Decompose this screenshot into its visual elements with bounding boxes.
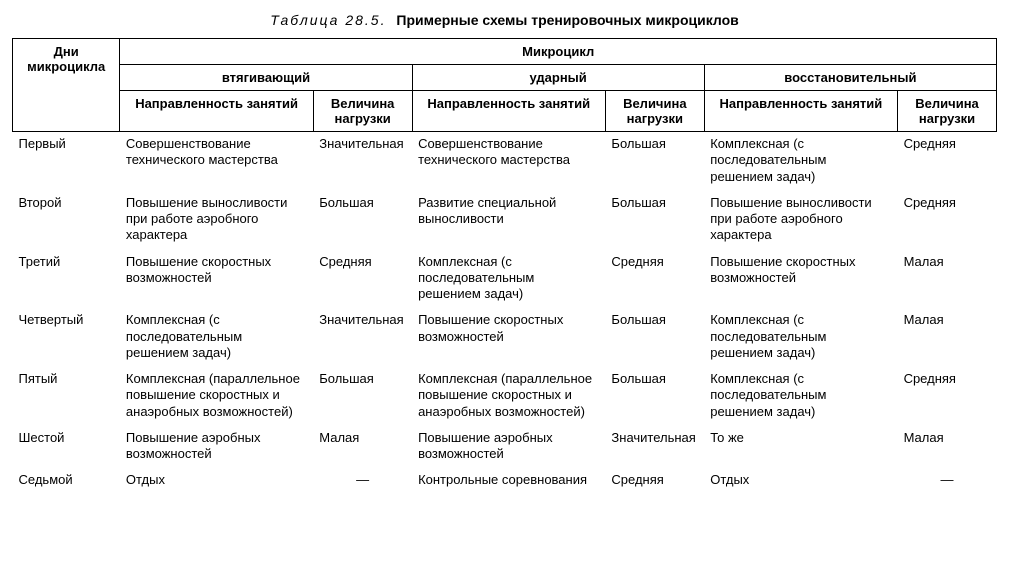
cell-c-load: Средняя — [898, 132, 997, 191]
cell-c-load: Малая — [898, 250, 997, 309]
microcycle-table: Дни микроцикла Микроцикл втягивающий уда… — [12, 38, 997, 495]
cell-a-focus: Повышение аэробных возможностей — [120, 426, 313, 469]
cell-a-focus: Совершенствование технического мастерств… — [120, 132, 313, 191]
cell-b-load: Средняя — [605, 250, 704, 309]
cell-b-load: Средняя — [605, 468, 704, 494]
cell-c-focus: То же — [704, 426, 897, 469]
cell-a-load: Большая — [313, 367, 412, 426]
cell-a-load: — — [313, 468, 412, 494]
cell-a-load: Значительная — [313, 308, 412, 367]
cell-c-load: Средняя — [898, 367, 997, 426]
col-c-focus: Направленность занятий — [704, 91, 897, 132]
table-body: Первый Совершенствование технического ма… — [13, 132, 997, 495]
cell-a-load: Значительная — [313, 132, 412, 191]
cell-b-focus: Повышение скоростных возможностей — [412, 308, 605, 367]
cell-b-load: Большая — [605, 191, 704, 250]
table-header: Дни микроцикла Микроцикл втягивающий уда… — [13, 39, 997, 132]
cell-b-focus: Комплексная (параллельное повышение скор… — [412, 367, 605, 426]
cell-c-focus: Комплексная (с последовательным решением… — [704, 132, 897, 191]
cell-b-focus: Контрольные соревнования — [412, 468, 605, 494]
cell-b-load: Значительная — [605, 426, 704, 469]
table-row: Седьмой Отдых — Контрольные соревнования… — [13, 468, 997, 494]
cell-day: Пятый — [13, 367, 120, 426]
cell-day: Третий — [13, 250, 120, 309]
col-days: Дни микроцикла — [13, 39, 120, 132]
cell-b-load: Большая — [605, 308, 704, 367]
col-a-load: Величина нагрузки — [313, 91, 412, 132]
col-microcycle: Микроцикл — [120, 39, 997, 65]
cell-c-focus: Комплексная (с последовательным решением… — [704, 308, 897, 367]
cell-c-focus: Комплексная (с последовательным решением… — [704, 367, 897, 426]
table-row: Пятый Комплексная (параллельное повышени… — [13, 367, 997, 426]
table-row: Шестой Повышение аэробных возможностей М… — [13, 426, 997, 469]
cell-c-load: Средняя — [898, 191, 997, 250]
cell-b-focus: Комплексная (с последовательным решением… — [412, 250, 605, 309]
col-type-b: ударный — [412, 65, 704, 91]
cell-c-load: — — [898, 468, 997, 494]
cell-a-load: Большая — [313, 191, 412, 250]
col-b-load: Величина нагрузки — [605, 91, 704, 132]
cell-b-load: Большая — [605, 367, 704, 426]
cell-day: Первый — [13, 132, 120, 191]
cell-b-load: Большая — [605, 132, 704, 191]
cell-c-focus: Повышение скоростных возможностей — [704, 250, 897, 309]
col-a-focus: Направленность занятий — [120, 91, 313, 132]
cell-c-focus: Повышение выносливости при работе аэробн… — [704, 191, 897, 250]
cell-day: Четвертый — [13, 308, 120, 367]
table-caption: Таблица 28.5. Примерные схемы тренировоч… — [12, 12, 997, 28]
col-type-a: втягивающий — [120, 65, 412, 91]
col-b-focus: Направленность занятий — [412, 91, 605, 132]
caption-label: Таблица 28.5. — [270, 12, 386, 28]
table-row: Первый Совершенствование технического ма… — [13, 132, 997, 191]
cell-day: Второй — [13, 191, 120, 250]
cell-c-load: Малая — [898, 308, 997, 367]
table-row: Четвертый Комплексная (с последовательны… — [13, 308, 997, 367]
cell-a-load: Средняя — [313, 250, 412, 309]
cell-a-focus: Повышение скоростных возможностей — [120, 250, 313, 309]
cell-a-focus: Комплексная (параллельное повышение скор… — [120, 367, 313, 426]
cell-c-focus: Отдых — [704, 468, 897, 494]
col-type-c: восстановительный — [704, 65, 996, 91]
cell-b-focus: Развитие специальной выносливости — [412, 191, 605, 250]
cell-b-focus: Совершенствование технического мастерств… — [412, 132, 605, 191]
cell-day: Седьмой — [13, 468, 120, 494]
table-row: Второй Повышение выносливости при работе… — [13, 191, 997, 250]
col-c-load: Величина нагрузки — [898, 91, 997, 132]
cell-b-focus: Повышение аэробных возможностей — [412, 426, 605, 469]
cell-day: Шестой — [13, 426, 120, 469]
cell-a-focus: Комплексная (с последовательным решением… — [120, 308, 313, 367]
cell-c-load: Малая — [898, 426, 997, 469]
cell-a-focus: Отдых — [120, 468, 313, 494]
caption-title: Примерные схемы тренировочных микроцикло… — [396, 12, 738, 28]
table-row: Третий Повышение скоростных возможностей… — [13, 250, 997, 309]
cell-a-focus: Повышение выносливости при работе аэробн… — [120, 191, 313, 250]
cell-a-load: Малая — [313, 426, 412, 469]
